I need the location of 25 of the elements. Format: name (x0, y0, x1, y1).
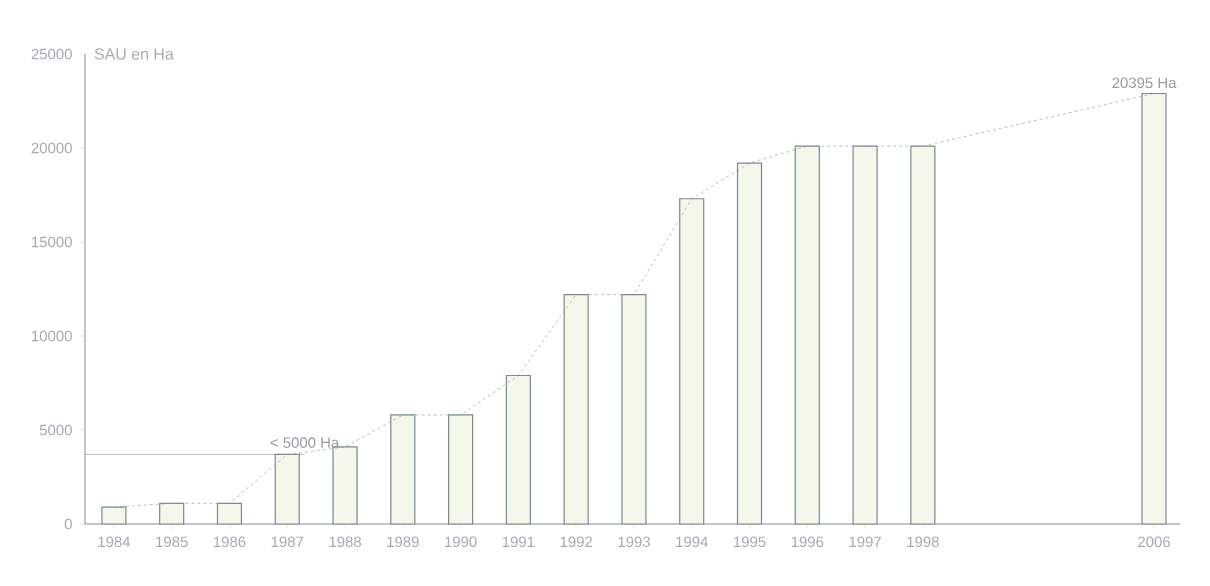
x-tick-label: 1998 (907, 536, 939, 548)
y-tick-label: 5000 (39, 424, 72, 436)
y-tick-label: 20000 (31, 142, 72, 154)
x-tick-label: 1993 (618, 536, 650, 548)
ref-line-label: < 5000 Ha (270, 437, 340, 448)
y-axis-title: SAU en Ha (94, 48, 174, 60)
x-tick-label: 1994 (676, 536, 708, 548)
x-tick-label: 1990 (445, 536, 477, 548)
x-tick-label: 1985 (156, 536, 188, 548)
x-tick-label: 2006 (1138, 536, 1170, 548)
x-tick-label: 1995 (734, 536, 766, 548)
x-tick-label: 1987 (271, 536, 304, 548)
x-tick-label: 1992 (560, 536, 593, 548)
y-tick-label: 15000 (32, 236, 72, 248)
annotation: 20395 Ha (1112, 77, 1177, 89)
x-tick-label: 1991 (502, 536, 535, 548)
x-tick-label: 1988 (329, 536, 361, 548)
x-tick-label: 1997 (849, 536, 881, 548)
x-tick-label: 1996 (791, 536, 824, 548)
x-tick-label: 1986 (213, 536, 246, 548)
y-tick-label: 0 (64, 518, 72, 530)
x-tick-label: 1984 (98, 536, 131, 548)
x-tick-label: 1989 (387, 536, 419, 548)
y-tick-label: 10000 (32, 330, 72, 342)
y-tick-label: 25000 (31, 48, 72, 60)
